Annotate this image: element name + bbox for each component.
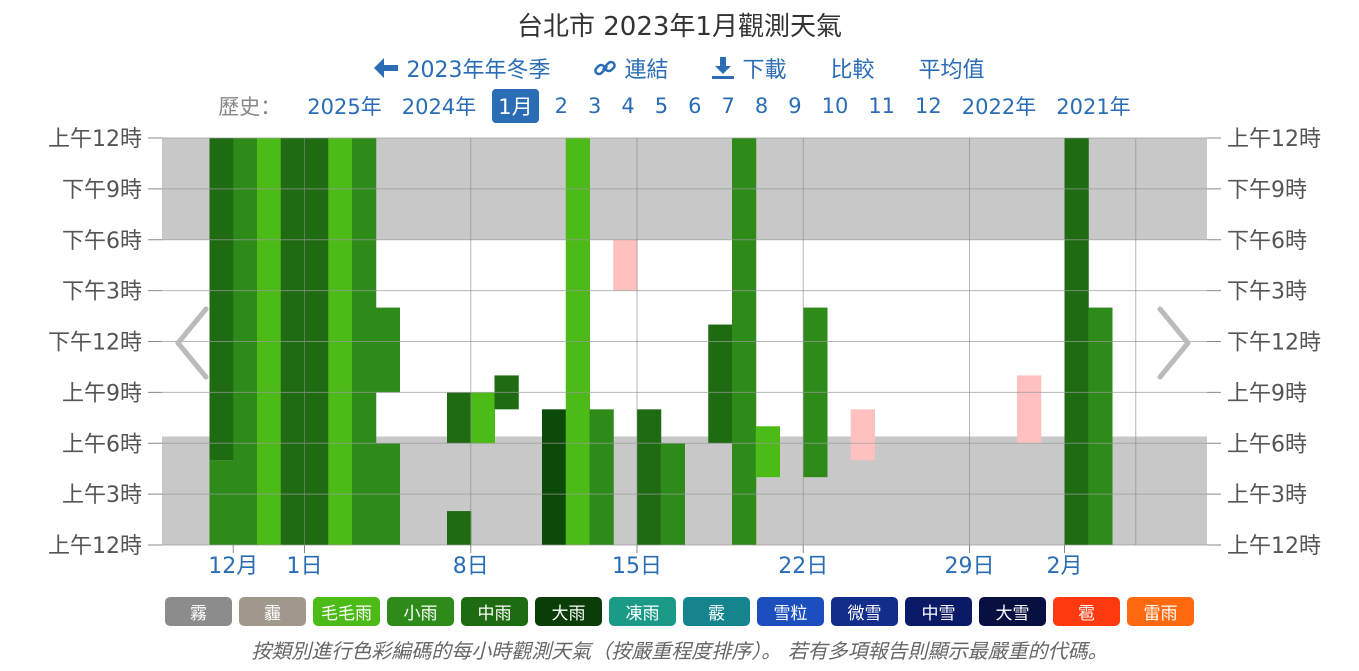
history-item[interactable]: 10 [821,94,849,118]
heatmap-cell [209,138,234,461]
download-label: 下載 [742,58,787,83]
legend-chip: 大雨 [535,597,602,626]
x-tick-label: 2月 [1047,554,1083,579]
y-tick-right: 上午12時 [1227,127,1321,152]
y-tick-right: 下午3時 [1227,280,1307,305]
chart-caption: 按類別進行色彩編碼的每小時觀測天氣（按嚴重程度排序）。 若有多項報告則顯示最嚴重… [251,639,1108,663]
y-tick-left: 上午3時 [62,483,142,508]
season-link[interactable]: 2023年年冬季 [374,52,550,84]
y-tick-left: 上午9時 [62,381,142,406]
history-item[interactable]: 5 [654,94,669,118]
legend-chip: 微雪 [831,597,898,626]
history-items: 2025年 2024年 1月 2 3 4 5 6 7 8 9 10 11 12 2022年 2021年 [297,89,1140,123]
history-item[interactable]: 12 [915,94,942,118]
link-icon [594,60,617,76]
y-tick-left: 下午6時 [62,229,142,254]
y-tick-right: 上午3時 [1227,483,1307,508]
history-item[interactable]: 7 [721,94,735,118]
history-item[interactable]: 2 [554,94,568,118]
history-item[interactable]: 3 [587,94,602,118]
share-link[interactable]: 連結 [594,52,668,84]
legend-chip: 雹 [1053,597,1120,626]
weather-heatmap: 上午12時 上午12時下午9時 下午9時下午6時 下午6時下午3時 下午3時下午12時下… [48,127,1321,579]
heatmap-cell [470,392,495,444]
season-label: 2023年年冬季 [406,58,551,83]
history-item[interactable]: 1月 [492,89,539,123]
nav-row: 2023年年冬季 連結 下載 比較 平均值 [0,52,1359,84]
y-tick-right: 下午9時 [1227,178,1307,203]
y-tick-left: 上午6時 [62,432,142,457]
y-tick-left: 下午12時 [48,331,142,356]
legend: 霧霾毛毛雨 小雨 中雨 大雨 凍雨霰雪粒 微雪 中雪 大雪雹雷雨 [0,597,1359,626]
compare-link[interactable]: 比較 [830,58,875,83]
legend-chip: 霰 [683,597,750,626]
legend-chip: 中雪 [905,597,972,626]
y-tick-right: 上午12時 [1227,534,1321,559]
legend-chip: 霧 [165,597,232,626]
history-row: 歷史： 2025年 2024年 1月 2 3 4 5 6 7 8 9 10 11 12 2022年 2021年 [0,89,1359,123]
y-tick-left: 上午12時 [48,127,142,152]
legend-chip: 凍雨 [609,597,676,626]
heatmap-cell [850,409,875,461]
heatmap-cell [1017,375,1042,444]
legend-chip: 雪粒 [757,597,824,626]
heatmap-cell [755,426,780,478]
download-link[interactable]: 下載 [712,52,787,84]
history-item[interactable]: 2021年 [1056,95,1131,119]
y-tick-left: 上午12時 [48,534,142,559]
heatmap-cell [637,409,662,545]
link-label: 連結 [624,58,669,83]
legend-chip: 大雪 [979,597,1046,626]
legend-chip: 毛毛雨 [313,597,380,626]
history-item[interactable]: 8 [754,94,769,118]
heatmap-cell [613,239,638,291]
x-tick-label: 12月 [208,554,258,579]
y-tick-right: 下午12時 [1227,331,1321,356]
y-tick-left: 下午9時 [62,178,142,203]
x-tick-label: 22日 [778,554,828,579]
history-item[interactable]: 6 [688,94,702,118]
history-item[interactable]: 2025年 [307,95,382,119]
history-item[interactable]: 11 [868,94,896,118]
x-tick-label: 1日 [287,554,323,579]
heatmap-cell [447,511,472,545]
page-title: 台北市 2023年1月觀測天氣 [517,12,842,42]
y-tick-right: 下午6時 [1227,229,1307,254]
heatmap-cell [708,324,733,444]
history-label: 歷史： [218,95,282,119]
download-icon [712,57,735,79]
x-tick-label: 29日 [945,554,995,579]
y-tick-left: 下午3時 [62,280,142,305]
heatmap-cell [375,307,400,393]
legend-chip: 雷雨 [1127,597,1194,626]
history-item[interactable]: 9 [788,94,802,118]
y-tick-right: 上午9時 [1227,381,1307,406]
legend-chip: 霾 [239,597,306,626]
history-item[interactable]: 2024年 [401,95,477,119]
heatmap-cell [589,409,614,545]
heatmap-cell [542,409,567,545]
heatmap-cell [209,460,234,545]
x-tick-label: 15日 [612,554,662,579]
heatmap-cell [447,392,472,444]
prev-arrow-icon[interactable] [170,305,214,381]
arrow-left-icon [374,58,399,78]
next-arrow-icon[interactable] [1152,305,1196,381]
heatmap-cell [1088,307,1113,545]
y-tick-right: 上午6時 [1227,432,1307,457]
legend-chip: 小雨 [387,597,454,626]
history-item[interactable]: 2022年 [961,95,1037,119]
x-tick-label: 8日 [453,554,489,579]
average-link[interactable]: 平均值 [918,58,985,83]
legend-chip: 中雨 [461,597,528,626]
history-item[interactable]: 4 [621,94,635,118]
